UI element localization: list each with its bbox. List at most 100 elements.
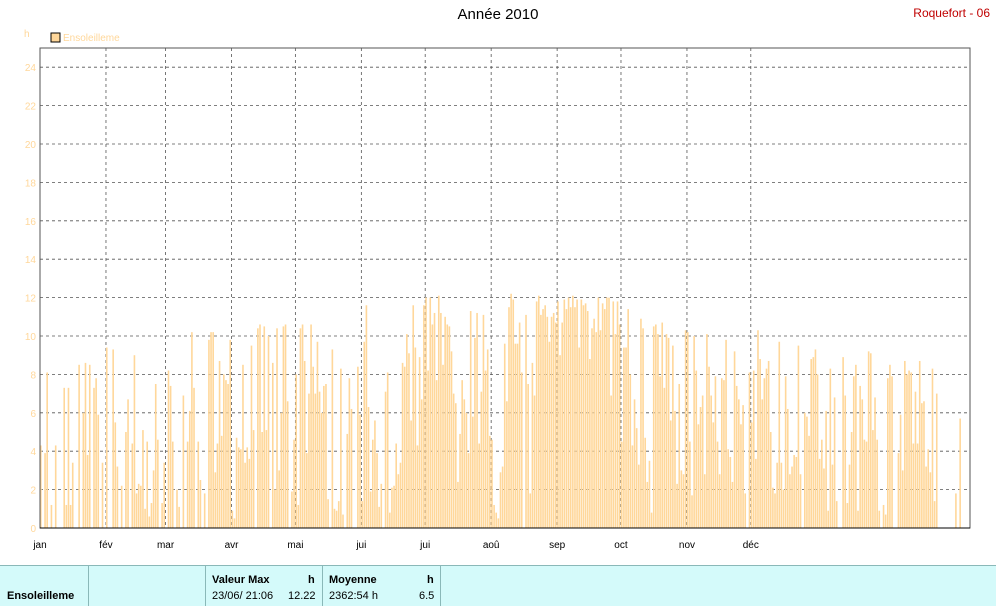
bar bbox=[248, 458, 251, 528]
bar bbox=[797, 345, 800, 528]
bar bbox=[342, 514, 344, 528]
bar bbox=[71, 462, 74, 528]
bar bbox=[482, 314, 485, 528]
bar bbox=[144, 508, 146, 528]
bar bbox=[703, 474, 706, 528]
chart-title: Année 2010 bbox=[457, 6, 539, 23]
bar bbox=[308, 393, 310, 528]
bar bbox=[448, 326, 451, 528]
bar bbox=[427, 370, 429, 528]
bar bbox=[572, 295, 574, 528]
bar bbox=[208, 339, 210, 528]
bar bbox=[54, 445, 57, 528]
bar bbox=[812, 357, 815, 528]
bar bbox=[235, 437, 238, 528]
legend-swatch bbox=[50, 32, 61, 43]
y-tick-label: 20 bbox=[25, 140, 37, 151]
bar bbox=[833, 397, 836, 528]
bar bbox=[120, 485, 123, 528]
bar bbox=[601, 303, 604, 528]
bar bbox=[935, 393, 938, 528]
bar bbox=[591, 328, 593, 528]
x-tick-label: jan bbox=[32, 540, 46, 551]
y-tick-label: 14 bbox=[25, 255, 37, 266]
bar bbox=[914, 391, 917, 528]
x-tick-label: sep bbox=[549, 540, 566, 551]
bar bbox=[437, 295, 440, 528]
bar bbox=[580, 299, 583, 528]
bar bbox=[718, 474, 721, 528]
bar bbox=[667, 337, 670, 528]
bar bbox=[406, 334, 408, 528]
x-tick-label: jui bbox=[419, 540, 430, 551]
bar bbox=[191, 332, 193, 528]
bar bbox=[927, 449, 930, 528]
y-tick-label: 24 bbox=[25, 63, 37, 74]
total-hours: 2362:54 h bbox=[329, 590, 378, 602]
bar bbox=[501, 466, 504, 528]
bar bbox=[650, 512, 653, 528]
bar bbox=[548, 341, 551, 528]
bar bbox=[829, 368, 832, 528]
bar bbox=[433, 312, 436, 528]
mean-value: 6.5 bbox=[419, 590, 435, 602]
bar bbox=[363, 341, 366, 528]
bar bbox=[612, 301, 615, 528]
bar bbox=[616, 301, 619, 528]
bar bbox=[640, 318, 642, 528]
bar bbox=[535, 301, 538, 528]
bar bbox=[365, 305, 368, 528]
bar bbox=[280, 412, 283, 528]
bar bbox=[101, 462, 104, 528]
bar bbox=[912, 443, 915, 528]
bar bbox=[369, 491, 372, 528]
x-tick-label: déc bbox=[743, 540, 759, 551]
y-tick-label: 0 bbox=[30, 524, 36, 535]
legend-entry: Ensoleilleme bbox=[63, 33, 120, 44]
bar bbox=[293, 439, 295, 528]
bar bbox=[606, 297, 608, 528]
bar bbox=[884, 514, 887, 528]
bar bbox=[933, 501, 936, 528]
bar bbox=[495, 512, 498, 528]
bar bbox=[693, 336, 695, 528]
bar bbox=[257, 328, 259, 528]
bar bbox=[193, 387, 195, 528]
bar bbox=[250, 345, 253, 528]
bar bbox=[431, 324, 434, 528]
bar bbox=[776, 462, 778, 528]
bar bbox=[88, 364, 91, 528]
bar bbox=[525, 314, 527, 528]
bar bbox=[780, 462, 783, 528]
bar bbox=[835, 501, 838, 528]
bar bbox=[620, 441, 623, 528]
bar bbox=[310, 324, 312, 528]
summary-table: Ensoleilleme Valeur Max h 23/06/ 21:06 1… bbox=[0, 565, 996, 606]
bar bbox=[40, 445, 42, 528]
bar bbox=[533, 395, 536, 528]
bar bbox=[412, 305, 415, 528]
bar bbox=[418, 357, 421, 528]
mean-header: Moyenne bbox=[329, 574, 377, 586]
bar bbox=[891, 376, 893, 528]
summary-mean-cell: Moyenne h 2362:54 h 6.5 bbox=[323, 566, 441, 606]
bar bbox=[767, 360, 770, 528]
bar bbox=[882, 504, 885, 528]
bar bbox=[476, 312, 478, 528]
bar bbox=[599, 330, 602, 528]
bar bbox=[325, 384, 327, 528]
bar bbox=[850, 432, 853, 528]
bar bbox=[872, 430, 874, 528]
bar bbox=[610, 395, 612, 528]
bar bbox=[808, 435, 810, 528]
bar bbox=[161, 503, 163, 528]
bar bbox=[506, 401, 508, 528]
bar bbox=[199, 480, 202, 528]
bar bbox=[614, 334, 617, 528]
bar bbox=[416, 445, 419, 528]
bar bbox=[169, 385, 172, 528]
bar bbox=[465, 412, 468, 528]
bar bbox=[586, 311, 589, 528]
bar bbox=[478, 443, 480, 528]
